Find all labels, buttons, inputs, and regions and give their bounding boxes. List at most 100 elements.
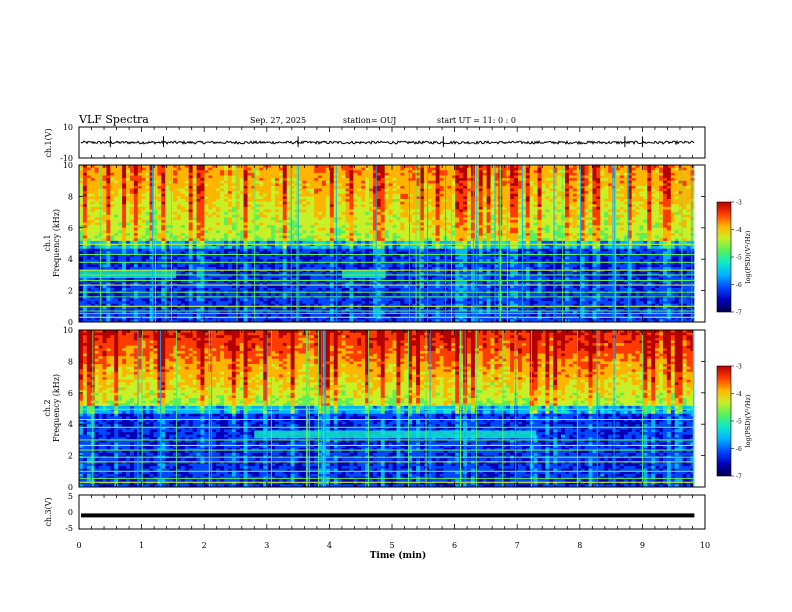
spectrogram-cell	[224, 199, 229, 203]
spectrogram-cell	[353, 295, 358, 300]
spectrogram-cell	[231, 196, 237, 200]
spectrogram-cell	[357, 193, 362, 197]
spectrogram-cell	[325, 193, 331, 197]
spectrogram-cell	[329, 248, 335, 252]
spectrogram-cell	[318, 248, 323, 252]
spectrogram-cell	[212, 235, 217, 239]
spectrogram-cell	[188, 235, 194, 239]
spectrogram-cell	[314, 219, 319, 224]
spectrogram-cell	[290, 167, 296, 171]
spectrogram-cell	[322, 225, 327, 229]
spectrogram-cell	[137, 214, 143, 218]
spectrogram-cell	[239, 293, 245, 297]
spectrogram-cell	[286, 206, 292, 211]
spectrogram-cell	[384, 219, 390, 224]
spectrogram-cell	[231, 214, 237, 218]
spectrogram-cell	[188, 303, 194, 307]
spectrogram-cell	[372, 206, 378, 211]
spectrogram-cell	[247, 196, 253, 200]
spectrogram-cell	[110, 248, 115, 252]
spectrogram-cell	[353, 264, 358, 268]
spectrogram-cell	[365, 204, 370, 208]
spectrogram-cell	[274, 240, 280, 245]
spectrogram-cell	[341, 282, 347, 286]
spectrogram-cell	[341, 253, 347, 258]
spectrogram-cell	[137, 259, 143, 263]
spectrogram-cell	[149, 235, 155, 239]
spectrogram-cell	[325, 183, 331, 187]
spectrogram-cell	[361, 280, 366, 284]
spectrogram-cell	[173, 225, 178, 229]
spectrogram-cell	[310, 282, 315, 286]
spectrogram-cell	[102, 240, 108, 245]
spectrogram-cell	[282, 167, 288, 171]
spectrogram-cell	[161, 206, 166, 211]
spectrogram-cell	[204, 170, 209, 174]
spectrogram-cell	[90, 209, 96, 213]
spectrogram-cell	[259, 261, 264, 266]
spectrogram-cell	[306, 253, 311, 258]
spectrogram-cell	[227, 261, 233, 266]
spectrogram-cell	[380, 230, 386, 234]
spectrogram-cell	[184, 253, 190, 258]
spectrogram-cell	[376, 261, 382, 266]
spectrogram-cell	[267, 175, 272, 179]
spectrogram-cell	[106, 316, 111, 320]
spectrogram-cell	[212, 165, 217, 169]
spectrogram-cell	[384, 295, 390, 300]
spectrogram-cell	[235, 259, 241, 263]
spectrogram-cell	[384, 235, 390, 239]
spectrogram-cell	[102, 191, 108, 195]
spectrogram-cell	[180, 165, 186, 169]
spectrogram-cell	[341, 204, 347, 208]
spectrogram-cell	[357, 301, 362, 305]
spectrogram-cell	[396, 243, 401, 247]
spectrogram-cell	[149, 240, 155, 245]
spectrogram-cell	[235, 225, 241, 229]
spectrogram-cell	[165, 256, 170, 260]
spectrogram-cell	[231, 212, 237, 216]
spectrogram-cell	[224, 253, 229, 258]
spectrogram-cell	[227, 227, 233, 232]
spectrogram-cell	[282, 272, 288, 276]
spectrogram-cell	[82, 235, 88, 239]
spectrogram-cell	[251, 267, 256, 271]
spectrogram-cell	[369, 256, 374, 260]
spectrogram-cell	[106, 167, 111, 171]
spectrogram-cell	[231, 298, 237, 302]
spectrogram-cell	[133, 235, 139, 239]
spectrogram-cell	[259, 185, 264, 190]
spectrogram-cell	[298, 199, 304, 203]
spectrogram-cell	[110, 303, 115, 307]
spectrogram-cell	[392, 183, 398, 187]
spectrogram-cell	[372, 170, 378, 174]
spectrogram-cell	[372, 225, 378, 229]
spectrogram-cell	[267, 269, 272, 273]
spectrogram-cell	[235, 204, 241, 208]
spectrogram-cell	[298, 298, 304, 302]
spectrogram-cell	[392, 204, 398, 208]
spectrogram-cell	[157, 259, 162, 263]
spectrogram-cell	[361, 196, 366, 200]
spectrogram-cell	[149, 248, 155, 252]
spectrogram-cell	[208, 217, 213, 221]
spectrogram-cell	[357, 282, 362, 286]
spectrogram-cell	[384, 209, 390, 213]
spectrogram-cell	[322, 178, 327, 182]
spectrogram-cell	[110, 238, 115, 242]
spectrogram-cell	[110, 178, 115, 182]
spectrogram-cell	[90, 165, 96, 169]
spectrogram-cell	[396, 261, 401, 266]
spectrogram-cell	[337, 285, 343, 289]
spectrogram-cell	[145, 264, 151, 268]
spectrogram-cell	[271, 175, 276, 179]
spectrogram-cell	[329, 227, 335, 232]
spectrogram-cell	[118, 172, 123, 177]
spectrogram-cell	[318, 201, 323, 205]
spectrogram-cell	[247, 301, 253, 305]
spectrogram-cell	[302, 264, 307, 268]
spectrogram-cell	[318, 301, 323, 305]
spectrogram-cell	[372, 196, 378, 200]
spectrogram-cell	[369, 199, 374, 203]
spectrogram-cell	[176, 295, 182, 300]
